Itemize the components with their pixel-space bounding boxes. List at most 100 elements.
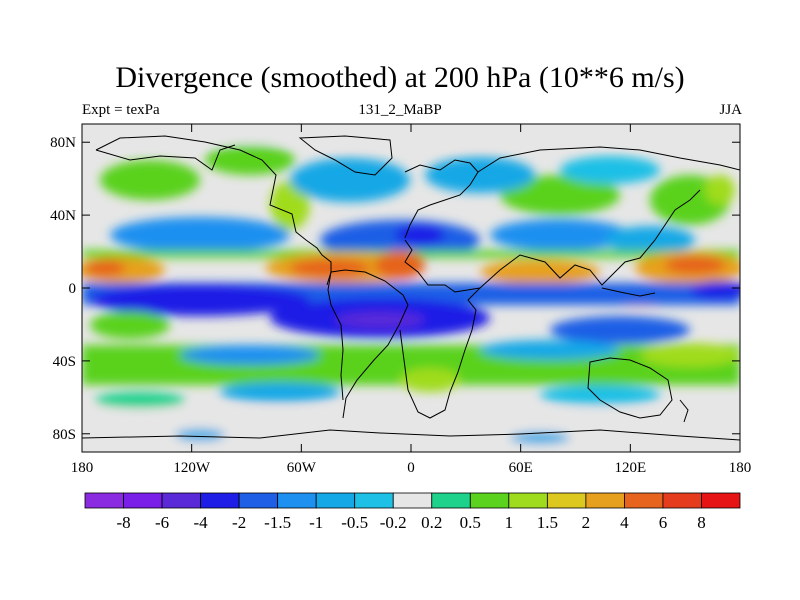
colorbar-box <box>546 492 587 509</box>
coastline-greenland <box>298 135 393 176</box>
colorbar-box <box>238 492 279 509</box>
field-patch <box>640 343 740 367</box>
colorbar-box <box>431 492 471 509</box>
y-tick-label: 80S <box>53 427 76 443</box>
x-tick-label: 0 <box>407 460 415 476</box>
field-patch <box>180 345 320 365</box>
coastline-north-america-arctic <box>95 144 236 171</box>
colorbar-label: 4 <box>620 513 629 532</box>
y-axis-labels: 80N 40N 0 40S 80S <box>50 135 76 443</box>
x-tick-label: 120E <box>614 460 646 476</box>
colorbar-box <box>354 492 394 509</box>
field-patch <box>480 260 600 284</box>
colorbar-box <box>469 492 510 509</box>
field-patch <box>205 145 295 175</box>
coastline-new-zealand <box>679 399 689 423</box>
field-patch <box>90 311 170 339</box>
x-tick-label: 180 <box>729 460 752 476</box>
field-patch <box>290 158 410 202</box>
colorbar-label: 8 <box>697 513 706 532</box>
colorbar-label: -2 <box>232 513 246 532</box>
colorbar-box <box>161 492 201 509</box>
run-id-label: 131_2_MaBP <box>358 102 442 118</box>
y-tick-label: 40N <box>50 208 76 224</box>
colorbar-box <box>277 492 317 509</box>
colorbar-label: -8 <box>116 513 130 532</box>
colorbar-label: 0.5 <box>460 513 481 532</box>
colorbar-label: 2 <box>582 513 591 532</box>
colorbar-label: 1 <box>505 513 514 532</box>
divergence-field <box>82 124 740 452</box>
coastlines <box>82 135 740 441</box>
map-title: Divergence (smoothed) at 200 hPa (10**6 … <box>115 61 685 94</box>
field-patch <box>500 175 620 215</box>
coastline-antarctica <box>82 429 740 441</box>
colorbar-box <box>585 492 625 509</box>
field-patch <box>605 226 695 254</box>
field-patch <box>540 385 660 405</box>
colorbar-box <box>315 492 356 509</box>
field-patch <box>95 392 185 408</box>
field-patch <box>395 225 445 245</box>
field-patch <box>665 256 725 274</box>
colorbar-label: -1 <box>309 513 323 532</box>
x-tick-label: 180 <box>71 460 94 476</box>
field-patch <box>175 429 225 441</box>
y-tick-label: 0 <box>69 281 77 297</box>
colorbar-label: -4 <box>194 513 209 532</box>
field-patch <box>82 124 740 142</box>
colorbar-box <box>84 492 124 509</box>
colorbar <box>84 492 741 509</box>
field-patch <box>335 312 425 328</box>
colorbar-box <box>624 492 664 509</box>
y-tick-label: 40S <box>53 354 76 370</box>
field-patch <box>375 251 425 279</box>
coastline-indonesia <box>601 287 656 297</box>
field-patch <box>490 219 630 251</box>
experiment-label: Expt = texPa <box>82 102 160 118</box>
x-tick-label: 120W <box>173 460 211 476</box>
field-patch <box>560 156 660 184</box>
field-patch <box>480 340 620 360</box>
coastline-south-america-west <box>327 271 344 401</box>
field-patch <box>270 180 310 230</box>
colorbar-labels: -8 -6 -4 -2 -1.5 -1 -0.5 -0.2 0.2 0.5 1 1.5 2 4 6 8 <box>116 513 705 532</box>
colorbar-label: -0.5 <box>341 513 368 532</box>
y-tick-label: 80N <box>50 135 76 151</box>
coastline-europe <box>404 159 479 239</box>
x-axis-labels: 180 120W 60W 0 60E 120E 180 <box>71 460 752 476</box>
colorbar-label: -1.5 <box>264 513 291 532</box>
field-patch <box>290 259 370 277</box>
colorbar-label: -0.2 <box>380 513 407 532</box>
x-tick-label: 60W <box>287 460 317 476</box>
field-patch <box>85 260 125 276</box>
colorbar-label: 1.5 <box>537 513 558 532</box>
field-patch <box>400 368 460 392</box>
field-patch <box>510 432 570 444</box>
colorbar-label: -6 <box>155 513 169 532</box>
field-patch <box>110 217 290 253</box>
coastline-asia-north <box>477 146 740 173</box>
coastline-north-america <box>95 135 332 286</box>
colorbar-box <box>508 492 548 509</box>
field-patch <box>705 175 735 205</box>
colorbar-box <box>701 492 741 509</box>
axis-ticks <box>81 124 741 452</box>
field-patch <box>100 160 200 200</box>
field-patch <box>550 316 690 344</box>
field-patch <box>690 281 740 299</box>
colorbar-box <box>392 492 433 509</box>
colorbar-label: 0.2 <box>421 513 442 532</box>
x-tick-label: 60E <box>509 460 533 476</box>
field-patch <box>425 157 535 193</box>
colorbar-box <box>662 492 702 509</box>
coastline-asia-south <box>479 189 701 289</box>
colorbar-box <box>200 492 240 509</box>
colorbar-label: 6 <box>659 513 668 532</box>
field-patch <box>90 284 310 316</box>
coastline-south-america <box>330 269 409 419</box>
coastline-australia <box>587 357 673 419</box>
field-patch <box>220 382 340 402</box>
season-label: JJA <box>719 102 742 118</box>
